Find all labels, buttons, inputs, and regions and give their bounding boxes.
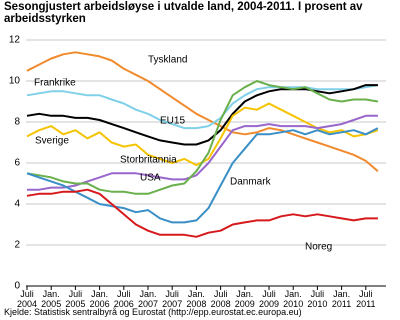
series-label: Noreg [305, 242, 332, 253]
x-tick-label: Jan. 2009 [234, 289, 255, 309]
x-tick-label: Jan. 2010 [283, 289, 304, 309]
x-tick-label: Jan. 2007 [137, 289, 159, 309]
y-tick-label: 0 [14, 281, 20, 292]
y-tick-label: 8 [14, 117, 20, 128]
x-tick-label: Juli 2009 [258, 289, 280, 309]
series-label: USA [140, 173, 161, 184]
series-label: Tyskland [148, 55, 187, 66]
series-label: Storbritannia [120, 155, 177, 166]
series-line [26, 51, 379, 172]
y-tick-label: 6 [14, 158, 20, 169]
series-line [26, 188, 378, 238]
x-tick-label: Jan. 2011 [331, 289, 352, 309]
series-line [26, 127, 379, 224]
y-tick-label: 4 [14, 199, 20, 210]
chart-title: Sesongjustert arbeidsløyse i utvalde lan… [4, 1, 363, 25]
y-tick-label: 10 [9, 76, 21, 87]
series-label: Sverige [35, 136, 69, 147]
x-tick-label: Juli 2005 [65, 289, 86, 309]
x-tick-label: Jan. 2005 [41, 289, 62, 309]
x-tick-label: Jan. 2008 [186, 289, 207, 309]
source-note: Kjelde: Statistisk sentralbyrå og Eurost… [4, 307, 302, 317]
series-line [27, 114, 378, 191]
x-tick-label: Juli 2011 [356, 289, 376, 309]
y-tick-label: 12 [9, 35, 21, 46]
x-tick-label: Juli 2007 [162, 289, 183, 309]
series-line [26, 102, 379, 167]
series-label: Frankrike [34, 78, 76, 89]
series-line [26, 84, 378, 146]
series-line [26, 84, 379, 130]
series-line [26, 80, 379, 195]
series-label: EU15 [160, 116, 185, 127]
series-label: Danmark [230, 177, 272, 188]
x-tick-label: Juli 2008 [210, 289, 231, 309]
y-tick-label: 2 [14, 240, 20, 251]
x-tick-label: Juli 2006 [113, 289, 134, 309]
x-tick-label: Jan. 2006 [89, 289, 110, 309]
x-tick-label: Juli 2004 [16, 289, 38, 309]
x-tick-label: Juli 2010 [307, 289, 328, 309]
